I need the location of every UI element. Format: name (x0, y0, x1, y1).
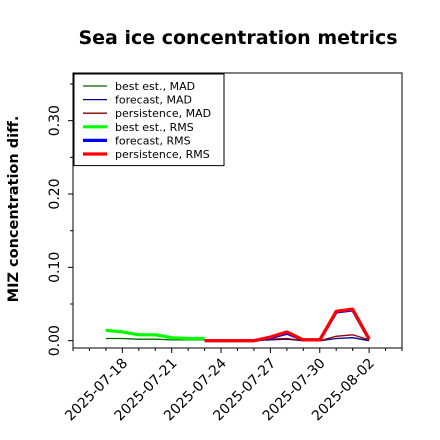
legend-label: persistence, RMS (115, 148, 210, 161)
legend-label: best est., MAD (115, 80, 195, 93)
series-line-3-0 (105, 328, 205, 341)
y-tick-label: 0.10 (47, 252, 63, 283)
y-tick-label: 0.30 (47, 105, 63, 136)
series-line-5-0 (204, 307, 371, 343)
y-tick-label: 0.00 (47, 325, 63, 356)
legend-label: forecast, RMS (115, 134, 191, 147)
legend-label: best est., RMS (115, 121, 194, 134)
y-tick-label: 0.20 (47, 178, 63, 209)
series-layer (105, 307, 371, 343)
y-axis-label: MIZ concentration diff. (6, 116, 22, 303)
legend-label: persistence, MAD (115, 107, 211, 120)
chart-title: Sea ice concentration metrics (78, 27, 397, 49)
legend-frame (73, 73, 225, 167)
legend-label: forecast, MAD (115, 94, 192, 107)
